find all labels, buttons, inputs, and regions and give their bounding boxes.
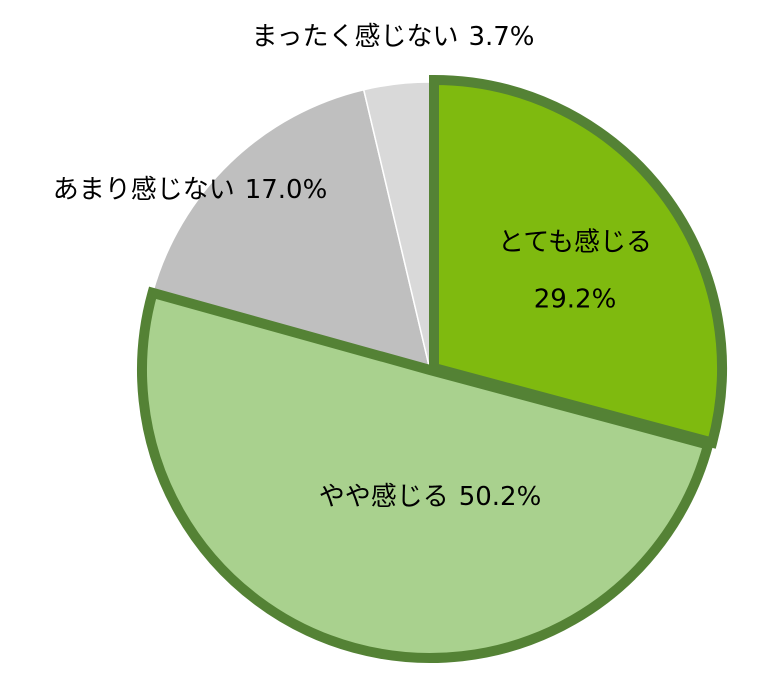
slice-label: まったく感じない 3.7% — [251, 22, 534, 52]
pie-slice — [151, 88, 432, 372]
slice-value-label: 50.2% — [459, 482, 542, 512]
slice-category: まったく感じない — [251, 22, 458, 52]
slice-value-label: 17.0% — [245, 175, 328, 205]
slice-value-label: 3.7% — [468, 22, 534, 52]
slice-value-label: 29.2% — [534, 285, 617, 315]
slice-label: とても感じる — [498, 228, 652, 258]
pie-slice — [429, 74, 727, 449]
slice-label: あまり感じない 17.0% — [53, 175, 328, 205]
slice-label: やや感じる 50.2% — [319, 482, 542, 512]
pie-slice — [137, 286, 715, 664]
slice-category: あまり感じない — [53, 175, 235, 205]
slice-category: やや感じる — [319, 482, 449, 512]
